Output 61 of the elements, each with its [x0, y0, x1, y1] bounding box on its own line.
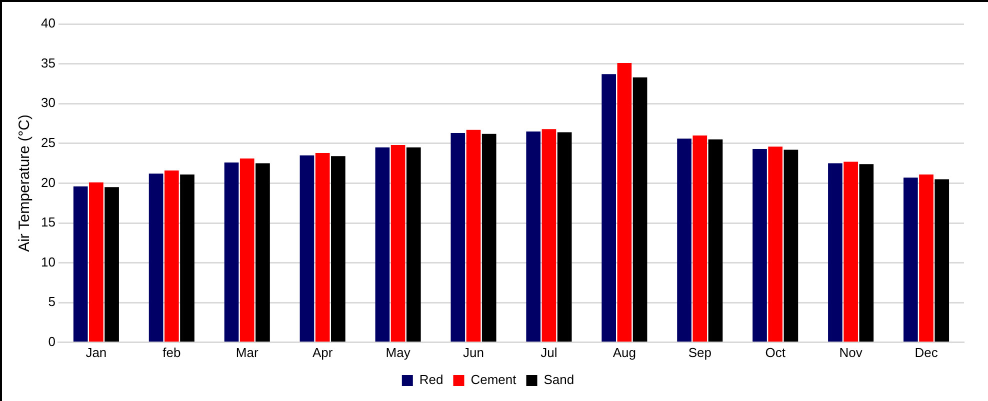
- bar: [256, 163, 270, 342]
- bar: [148, 174, 164, 342]
- y-tick-label: 5: [48, 294, 56, 310]
- bar: [375, 147, 390, 342]
- bar: [73, 186, 88, 342]
- bar: [224, 162, 239, 342]
- y-tick-label: 0: [48, 334, 56, 349]
- x-tick-label: May: [386, 344, 411, 360]
- y-tick-label: 10: [40, 254, 56, 270]
- y-tick-label: 25: [40, 134, 56, 150]
- x-tick-label: Jun: [463, 344, 484, 360]
- bar: [526, 131, 541, 342]
- bar: [300, 155, 314, 342]
- x-tick-label: Nov: [839, 344, 863, 360]
- bar: [180, 174, 194, 342]
- bar: [390, 144, 406, 342]
- bar: [602, 74, 616, 342]
- bar: [677, 138, 692, 342]
- bar: [844, 162, 858, 342]
- bar: [450, 133, 466, 342]
- bar: [708, 139, 723, 342]
- x-tick-label: Mar: [236, 344, 259, 360]
- bar: [89, 182, 104, 342]
- bar: [542, 129, 556, 342]
- bar: [768, 146, 783, 342]
- y-tick-label: 15: [40, 214, 56, 230]
- bar: [482, 134, 496, 342]
- bar: [752, 148, 767, 342]
- x-tick-label: Apr: [312, 344, 334, 360]
- y-tick-label: 30: [40, 95, 56, 110]
- bar: [904, 178, 918, 342]
- bar: [331, 156, 346, 342]
- bar: [164, 170, 179, 342]
- bar: [240, 158, 254, 342]
- bar: [617, 63, 632, 342]
- bar: [557, 132, 572, 342]
- x-tick-label: Aug: [612, 344, 636, 360]
- x-tick-label: Jul: [540, 344, 558, 360]
- bar: [859, 164, 874, 342]
- bar: [828, 163, 842, 342]
- y-tick-label: 35: [40, 55, 56, 70]
- x-tick-label: Sep: [688, 344, 712, 360]
- y-tick-label: 20: [40, 174, 56, 190]
- y-axis-title: Air Temperature (°C): [16, 114, 34, 252]
- legend-label: Cement: [470, 372, 517, 388]
- x-tick-label: Oct: [765, 344, 786, 360]
- bar: [466, 130, 481, 342]
- bar: [919, 174, 934, 342]
- bar: [692, 135, 708, 342]
- legend-label: Sand: [544, 372, 574, 388]
- x-tick-label: Jan: [86, 344, 107, 360]
- y-tick-label: 40: [40, 16, 56, 31]
- x-tick-label: Dec: [914, 344, 938, 360]
- bar: [104, 187, 119, 342]
- bar: [784, 150, 798, 342]
- legend-label: Red: [419, 372, 444, 388]
- bar: [632, 77, 648, 342]
- bar: [934, 179, 950, 342]
- bar: [406, 147, 421, 342]
- x-tick-label: feb: [162, 344, 181, 360]
- bar: [315, 152, 330, 342]
